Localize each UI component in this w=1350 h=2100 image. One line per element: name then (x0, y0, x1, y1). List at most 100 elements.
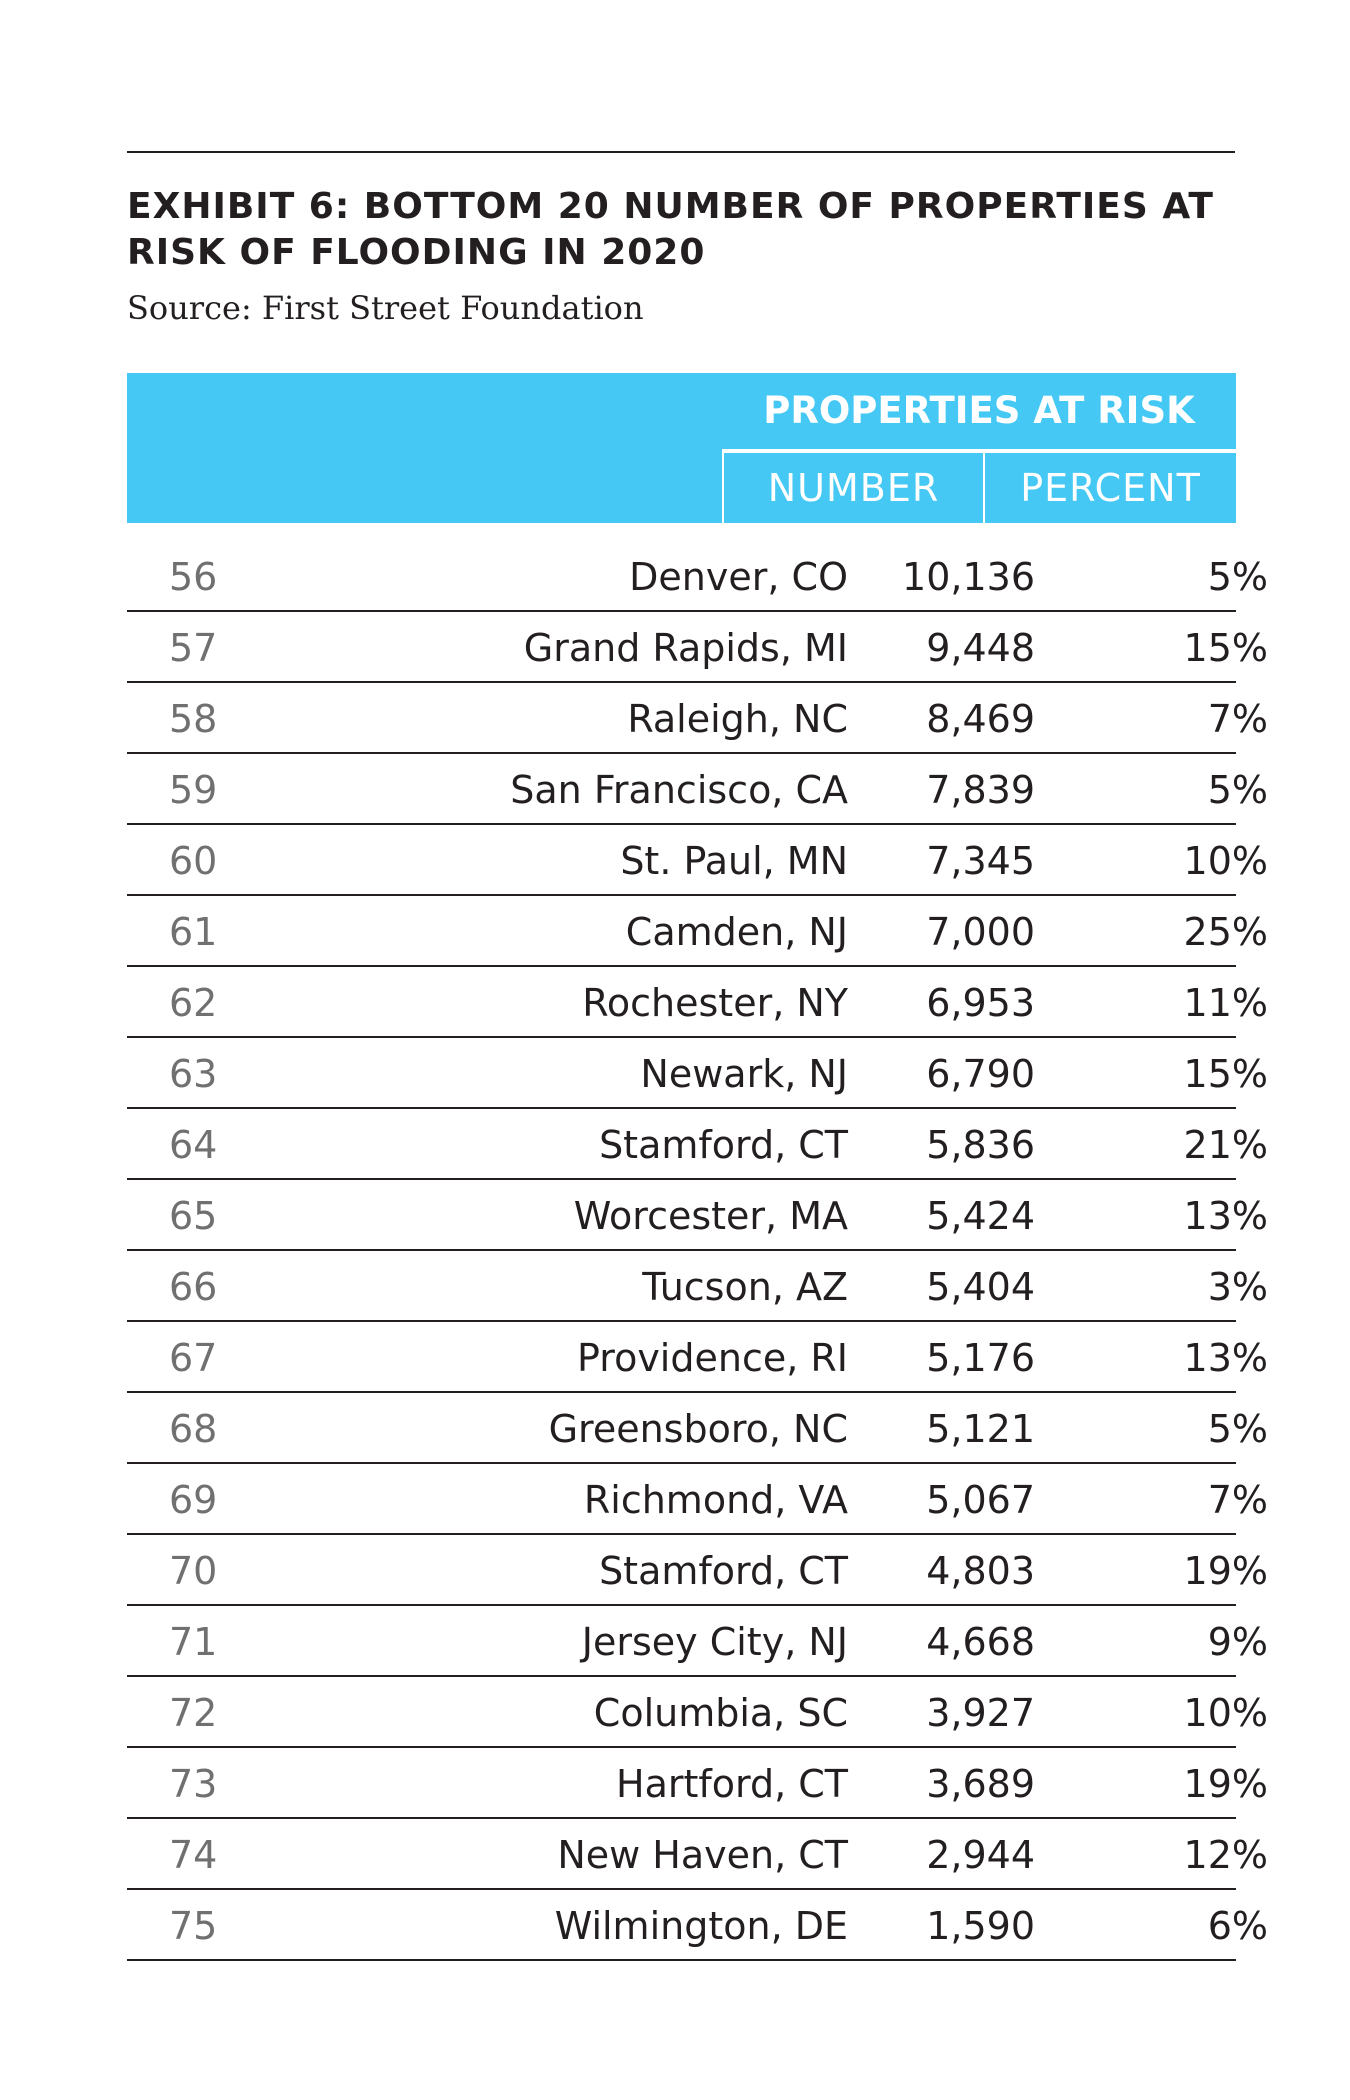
row-percent: 15% (1183, 626, 1268, 670)
table-row: 71 Jersey City, NJ 4,668 9% (127, 1606, 1268, 1677)
row-number: 1,590 (926, 1904, 1035, 1948)
row-city: Richmond, VA (583, 1478, 848, 1522)
row-rank: 66 (169, 1265, 218, 1309)
row-city: Greensboro, NC (548, 1407, 848, 1451)
row-city: Denver, CO (629, 555, 848, 599)
row-number: 5,121 (926, 1407, 1035, 1451)
table-row: 61 Camden, NJ 7,000 25% (127, 896, 1268, 967)
column-divider (722, 453, 724, 523)
row-number: 5,424 (926, 1194, 1035, 1238)
table-row: 60 St. Paul, MN 7,345 10% (127, 825, 1268, 896)
group-header-divider (722, 449, 1236, 453)
table-row: 64 Stamford, CT 5,836 21% (127, 1109, 1268, 1180)
row-rank: 60 (169, 839, 218, 883)
row-number: 3,689 (926, 1762, 1035, 1806)
table-row: 67 Providence, RI 5,176 13% (127, 1322, 1268, 1393)
row-rank: 56 (169, 555, 218, 599)
row-percent: 10% (1183, 839, 1268, 883)
row-percent: 13% (1183, 1194, 1268, 1238)
table-row: 73 Hartford, CT 3,689 19% (127, 1748, 1268, 1819)
row-rank: 62 (169, 981, 218, 1025)
row-percent: 7% (1207, 697, 1268, 741)
row-percent: 5% (1207, 555, 1268, 599)
row-number: 5,404 (926, 1265, 1035, 1309)
table-row: 59 San Francisco, CA 7,839 5% (127, 754, 1268, 825)
row-number: 6,790 (926, 1052, 1035, 1096)
row-city: Rochester, NY (582, 981, 848, 1025)
group-header-properties-at-risk: PROPERTIES AT RISK (763, 389, 1195, 432)
row-number: 7,000 (926, 910, 1035, 954)
exhibit-title: EXHIBIT 6: BOTTOM 20 NUMBER OF PROPERTIE… (127, 186, 1214, 273)
table-row: 62 Rochester, NY 6,953 11% (127, 967, 1268, 1038)
column-header-number: NUMBER (767, 466, 940, 510)
row-percent: 5% (1207, 768, 1268, 812)
row-rank: 63 (169, 1052, 218, 1096)
row-percent: 3% (1207, 1265, 1268, 1309)
source-note: Source: First Street Foundation (127, 289, 644, 327)
row-percent: 9% (1207, 1620, 1268, 1664)
row-number: 7,839 (926, 768, 1035, 812)
row-rank: 58 (169, 697, 218, 741)
row-number: 5,067 (926, 1478, 1035, 1522)
row-city: Stamford, CT (599, 1549, 848, 1593)
row-percent: 11% (1183, 981, 1268, 1025)
row-number: 4,668 (926, 1620, 1035, 1664)
row-city: Grand Rapids, MI (523, 626, 848, 670)
row-rank: 69 (169, 1478, 218, 1522)
row-rank: 64 (169, 1123, 218, 1167)
table-row: 69 Richmond, VA 5,067 7% (127, 1464, 1268, 1535)
row-city: Worcester, MA (573, 1194, 848, 1238)
row-rank: 59 (169, 768, 218, 812)
row-city: St. Paul, MN (620, 839, 848, 883)
table-row: 65 Worcester, MA 5,424 13% (127, 1180, 1268, 1251)
table-header: PROPERTIES AT RISK NUMBER PERCENT (127, 373, 1236, 523)
table-row: 68 Greensboro, NC 5,121 5% (127, 1393, 1268, 1464)
table-row: 72 Columbia, SC 3,927 10% (127, 1677, 1268, 1748)
row-city: Columbia, SC (593, 1691, 848, 1735)
row-rank: 71 (169, 1620, 218, 1664)
row-rank: 68 (169, 1407, 218, 1451)
table-row: 75 Wilmington, DE 1,590 6% (127, 1890, 1268, 1961)
row-rank: 57 (169, 626, 218, 670)
row-rank: 73 (169, 1762, 218, 1806)
row-city: Wilmington, DE (554, 1904, 848, 1948)
table-row: 56 Denver, CO 10,136 5% (127, 545, 1268, 612)
row-rank: 61 (169, 910, 218, 954)
row-percent: 21% (1183, 1123, 1268, 1167)
row-city: Camden, NJ (625, 910, 848, 954)
table-row: 74 New Haven, CT 2,944 12% (127, 1819, 1268, 1890)
row-percent: 7% (1207, 1478, 1268, 1522)
row-number: 2,944 (926, 1833, 1035, 1877)
row-city: Newark, NJ (640, 1052, 848, 1096)
row-number: 10,136 (902, 555, 1035, 599)
row-rank: 72 (169, 1691, 218, 1735)
row-number: 5,836 (926, 1123, 1035, 1167)
row-rank: 74 (169, 1833, 218, 1877)
row-percent: 12% (1183, 1833, 1268, 1877)
row-city: Providence, RI (577, 1336, 848, 1380)
row-percent: 15% (1183, 1052, 1268, 1096)
row-percent: 13% (1183, 1336, 1268, 1380)
row-rank: 67 (169, 1336, 218, 1380)
row-number: 3,927 (926, 1691, 1035, 1735)
row-percent: 19% (1183, 1762, 1268, 1806)
row-percent: 6% (1207, 1904, 1268, 1948)
row-number: 7,345 (926, 839, 1035, 883)
row-rank: 70 (169, 1549, 218, 1593)
row-number: 8,469 (926, 697, 1035, 741)
table-row: 57 Grand Rapids, MI 9,448 15% (127, 612, 1268, 683)
row-number: 5,176 (926, 1336, 1035, 1380)
row-rank: 75 (169, 1904, 218, 1948)
row-city: Hartford, CT (616, 1762, 848, 1806)
row-percent: 10% (1183, 1691, 1268, 1735)
row-city: New Haven, CT (557, 1833, 848, 1877)
row-city: Raleigh, NC (627, 697, 848, 741)
row-city: Tucson, AZ (642, 1265, 848, 1309)
table-body: 56 Denver, CO 10,136 5% 57 Grand Rapids, MI 9,… (127, 545, 1268, 1961)
row-number: 9,448 (926, 626, 1035, 670)
row-rank: 65 (169, 1194, 218, 1238)
table-row: 58 Raleigh, NC 8,469 7% (127, 683, 1268, 754)
table-row: 63 Newark, NJ 6,790 15% (127, 1038, 1268, 1109)
table-row: 70 Stamford, CT 4,803 19% (127, 1535, 1268, 1606)
column-header-percent: PERCENT (1020, 466, 1201, 510)
